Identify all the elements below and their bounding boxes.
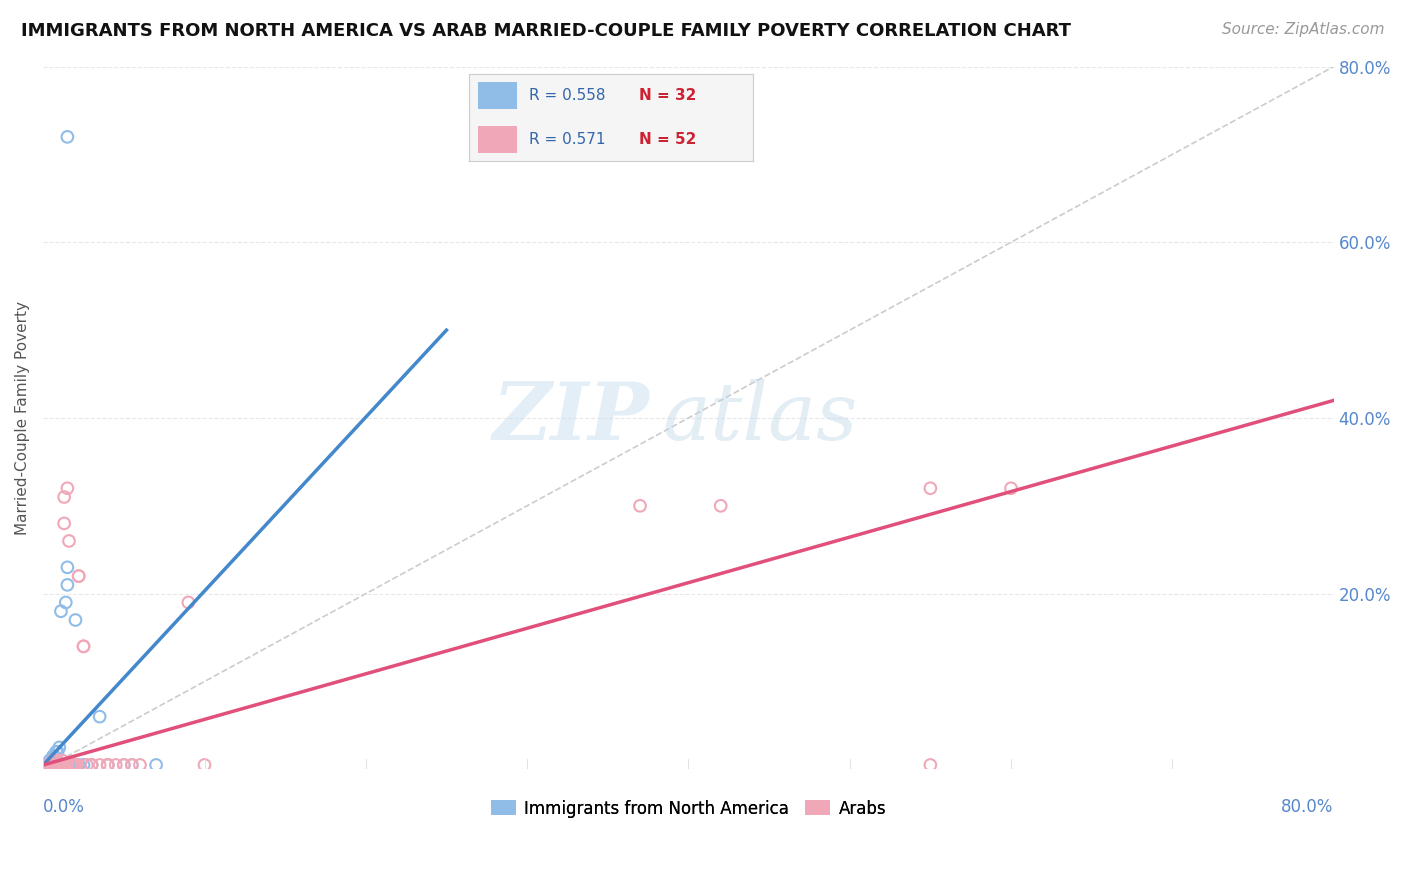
Point — [42, 754, 65, 768]
Point — [193, 758, 215, 772]
Point — [49, 604, 72, 618]
Point — [60, 758, 83, 772]
Point — [51, 754, 73, 768]
Point — [38, 758, 60, 772]
Point — [59, 758, 82, 772]
Point — [38, 754, 60, 768]
Point — [112, 758, 135, 772]
Point — [58, 758, 80, 772]
Text: 80.0%: 80.0% — [1281, 797, 1334, 815]
Point — [67, 569, 90, 583]
Point — [89, 709, 111, 723]
Text: atlas: atlas — [662, 379, 858, 457]
Point — [710, 499, 733, 513]
Point — [53, 490, 76, 504]
Point — [72, 640, 94, 654]
Point — [920, 481, 942, 495]
Point — [37, 758, 59, 772]
Point — [177, 595, 200, 609]
Text: IMMIGRANTS FROM NORTH AMERICA VS ARAB MARRIED-COUPLE FAMILY POVERTY CORRELATION : IMMIGRANTS FROM NORTH AMERICA VS ARAB MA… — [21, 22, 1071, 40]
Point — [628, 499, 651, 513]
Point — [97, 758, 120, 772]
Point — [59, 758, 82, 772]
Point — [920, 758, 942, 772]
Point — [49, 758, 72, 772]
Point — [45, 758, 67, 772]
Point — [60, 758, 83, 772]
Point — [56, 481, 79, 495]
Point — [80, 758, 103, 772]
Point — [44, 754, 66, 768]
Point — [121, 758, 143, 772]
Point — [48, 740, 70, 755]
Point — [76, 758, 98, 772]
Point — [65, 758, 87, 772]
Point — [67, 758, 90, 772]
Point — [39, 758, 62, 772]
Point — [65, 758, 87, 772]
Point — [97, 758, 120, 772]
Point — [104, 758, 127, 772]
Point — [56, 578, 79, 592]
Point — [65, 613, 87, 627]
Point — [46, 754, 69, 768]
Point — [121, 758, 143, 772]
Point — [37, 758, 59, 772]
Point — [145, 758, 167, 772]
Point — [42, 758, 65, 772]
Point — [56, 129, 79, 144]
Point — [44, 758, 66, 772]
Point — [53, 516, 76, 531]
Point — [67, 569, 90, 583]
Point — [42, 749, 65, 764]
Point — [53, 758, 76, 772]
Point — [45, 745, 67, 759]
Point — [66, 758, 89, 772]
Point — [59, 758, 82, 772]
Point — [1000, 481, 1022, 495]
Point — [129, 758, 152, 772]
Point — [46, 745, 69, 759]
Point — [46, 758, 69, 772]
Point — [58, 533, 80, 548]
Point — [72, 640, 94, 654]
Point — [60, 758, 83, 772]
Text: Source: ZipAtlas.com: Source: ZipAtlas.com — [1222, 22, 1385, 37]
Point — [44, 749, 66, 764]
Y-axis label: Married-Couple Family Poverty: Married-Couple Family Poverty — [15, 301, 30, 535]
Text: ZIP: ZIP — [494, 379, 650, 457]
Point — [80, 758, 103, 772]
Point — [48, 758, 70, 772]
Point — [56, 758, 79, 772]
Point — [80, 758, 103, 772]
Point — [44, 758, 66, 772]
Point — [72, 758, 94, 772]
Legend: Immigrants from North America, Arabs: Immigrants from North America, Arabs — [484, 793, 893, 824]
Point — [97, 758, 120, 772]
Text: 0.0%: 0.0% — [44, 797, 86, 815]
Point — [112, 758, 135, 772]
Point — [49, 758, 72, 772]
Point — [63, 758, 86, 772]
Point — [56, 560, 79, 574]
Point — [49, 758, 72, 772]
Point — [55, 758, 77, 772]
Point — [89, 758, 111, 772]
Point — [48, 758, 70, 772]
Point — [39, 758, 62, 772]
Point — [51, 758, 73, 772]
Point — [46, 758, 69, 772]
Point — [51, 758, 73, 772]
Point — [65, 758, 87, 772]
Point — [45, 758, 67, 772]
Point — [42, 754, 65, 768]
Point — [55, 595, 77, 609]
